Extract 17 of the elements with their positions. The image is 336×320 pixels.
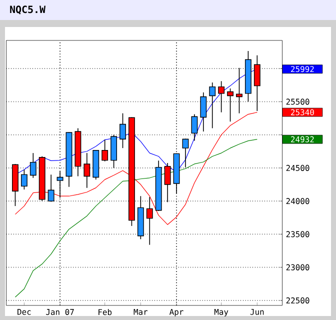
candlestick <box>164 162 171 202</box>
chart-title: NQC5.W <box>10 6 46 14</box>
candlestick <box>227 88 234 122</box>
candlestick <box>182 138 189 168</box>
line-series <box>14 112 258 225</box>
candlestick <box>110 134 118 168</box>
candlestick <box>200 92 207 132</box>
candlestick <box>20 169 28 190</box>
candlestick <box>102 139 108 162</box>
candlestick <box>236 68 242 114</box>
candlestick <box>30 152 36 178</box>
candlestick <box>218 80 225 113</box>
candlestick <box>48 174 54 202</box>
candlestick <box>120 112 126 148</box>
candlestick <box>84 152 90 188</box>
candlestick <box>209 82 216 129</box>
candlestick <box>191 114 198 142</box>
